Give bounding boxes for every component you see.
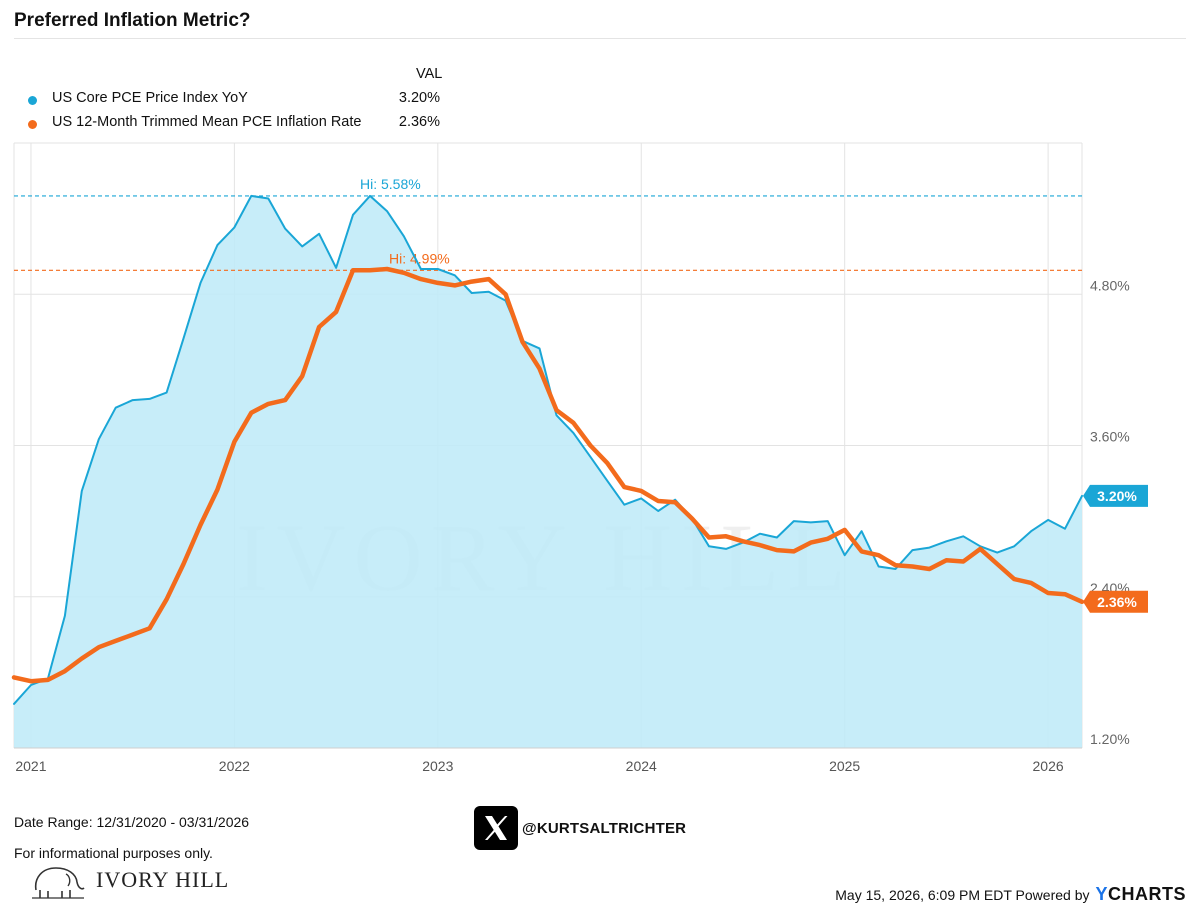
powered-by: May 15, 2026, 6:09 PM EDT Powered by YCH… [835, 884, 1186, 905]
core-pce-end-tag-bg [1083, 484, 1148, 507]
series-lines [11, 194, 1085, 705]
legend-dot-core-pce [28, 96, 37, 105]
ycharts-logo-rest: CHARTS [1108, 884, 1186, 904]
legend-value-header: VAL [416, 66, 443, 82]
legend-value-core-pce: 3.20% [398, 90, 440, 106]
legend-item-core-pce[interactable]: US Core PCE Price Index YoY 3.20% [14, 90, 454, 112]
x-tick-label: 2021 [15, 758, 46, 774]
core-pce-end-tag-label: 3.20% [1097, 488, 1137, 504]
trimmed-mean-end-tag-label: 2.36% [1097, 594, 1137, 610]
y-tick-label: 1.20% [1090, 731, 1130, 747]
y-tick-label: 4.80% [1090, 277, 1130, 293]
handle-text: @KURTSALTRICHTER [522, 819, 687, 837]
social-handle[interactable]: @KURTSALTRICHTER [474, 806, 686, 850]
brand-logo: IVORY HILL [30, 860, 229, 900]
elephant-icon [32, 867, 85, 899]
trimmed-mean-line [11, 266, 1085, 684]
core-pce-area [14, 195, 1082, 748]
high-lines: Hi: 5.58% Hi: 4.99% [14, 176, 1082, 271]
ycharts-logo-y: Y [1095, 884, 1108, 904]
trimmed-mean-end-tag-bg [1083, 590, 1148, 613]
core-pce-end-tag: 3.20% [1083, 484, 1148, 507]
legend-dot-trimmed-mean [28, 120, 37, 129]
x-tick-label: 2022 [219, 758, 250, 774]
y-tick-label: 3.60% [1090, 429, 1130, 445]
x-tick-label: 2023 [422, 758, 453, 774]
trimmed-mean-end-tag: 2.36% [1083, 590, 1148, 613]
series-areas [14, 195, 1082, 748]
legend-name-core-pce: US Core PCE Price Index YoY [52, 90, 248, 106]
legend-name-trimmed-mean: US 12-Month Trimmed Mean PCE Inflation R… [52, 114, 362, 130]
chart-title: Preferred Inflation Metric? [14, 10, 251, 31]
core-pce-line [13, 194, 1083, 705]
x-logo-icon [474, 806, 518, 850]
title-divider [14, 38, 1186, 39]
disclaimer: For informational purposes only. [14, 845, 213, 861]
line-chart: IVORY HILL Hi: 5.58%Hi: 4.99% 1.20%2.40%… [11, 142, 1148, 774]
legend-item-trimmed-mean[interactable]: US 12-Month Trimmed Mean PCE Inflation R… [14, 114, 454, 136]
x-tick-label: 2024 [626, 758, 657, 774]
end-labels: 3.20% 2.36% [1083, 484, 1148, 613]
legend-value-trimmed-mean: 2.36% [398, 114, 440, 130]
ycharts-logo[interactable]: YCHARTS [1095, 884, 1186, 905]
axes: 1.20%2.40%3.60%4.80%2021 2022 2023 2024 2025… [14, 277, 1130, 774]
brand-name: IVORY HILL [96, 867, 230, 892]
x-tick-label: 2026 [1033, 758, 1064, 774]
core-pce-high-label: Hi: 5.58% [360, 176, 421, 192]
trimmed-mean-high-label: Hi: 4.99% [389, 250, 450, 266]
date-range: Date Range: 12/31/2020 - 03/31/2026 [14, 814, 250, 830]
x-tick-label: 2025 [829, 758, 860, 774]
timestamp: May 15, 2026, 6:09 PM EDT Powered by [835, 886, 1090, 903]
